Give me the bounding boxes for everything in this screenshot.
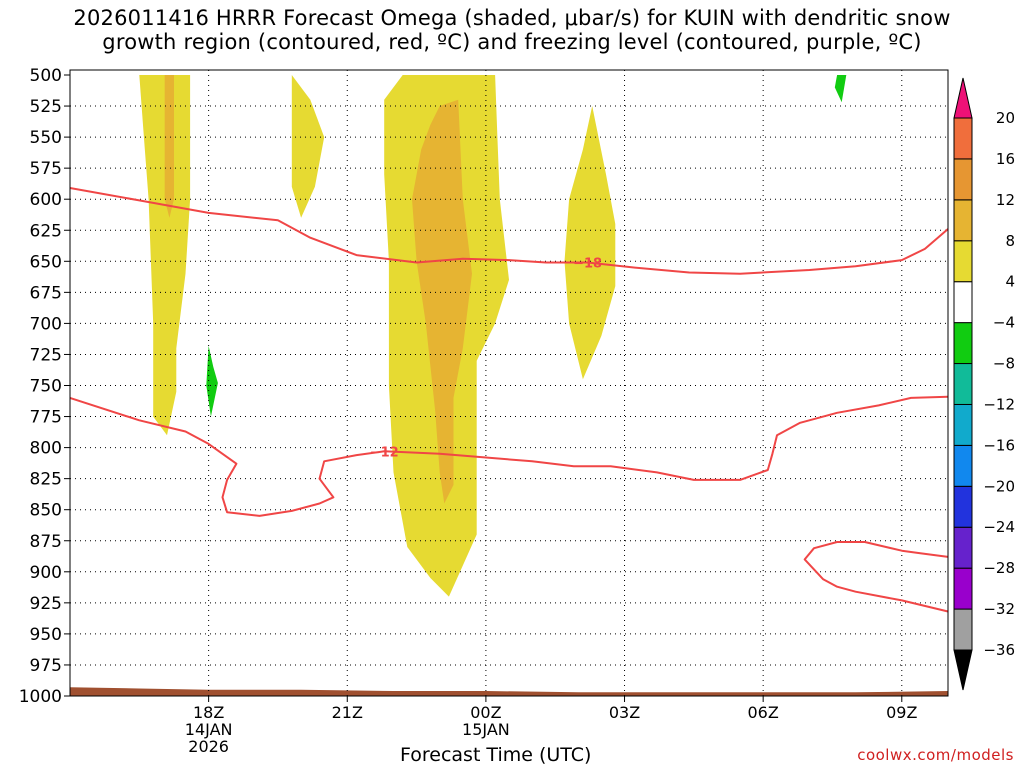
contour-line-0: [69, 187, 949, 275]
gridlines: [70, 70, 948, 696]
y-tick-label-800: 800: [30, 439, 62, 459]
colorbar-label-13: 20: [996, 109, 1015, 127]
y-tick-label-975: 975: [30, 656, 62, 676]
colorbar-box-3: [953, 485, 973, 528]
colorbar-label-7: −8: [993, 355, 1015, 373]
colorbar-box-11: [953, 158, 973, 201]
y-tick-label-850: 850: [30, 501, 62, 521]
omega-region-0: [139, 75, 191, 436]
colorbar-box-4: [953, 444, 973, 487]
colorbar-box-12: [953, 117, 973, 160]
ground-layer: [70, 687, 948, 696]
colorbar-box-1: [953, 567, 973, 610]
contour-label-0: −18: [573, 257, 602, 272]
colorbar-box-6: [953, 363, 973, 405]
plot-frame: [69, 69, 949, 697]
omega-region-7: [834, 75, 847, 103]
y-tick-label-625: 625: [30, 221, 62, 241]
colorbar-label-2: −28: [983, 559, 1015, 577]
colorbar-label-8: −4: [993, 314, 1015, 332]
y-tick-label-750: 750: [30, 377, 62, 397]
colorbar-label-6: −12: [983, 395, 1015, 413]
y-tick-label-775: 775: [30, 408, 62, 428]
omega-region-1: [164, 75, 174, 218]
x-tick-label-21-0: 21Z: [332, 703, 363, 722]
colorbar-label-11: 12: [996, 191, 1015, 209]
colorbar-label-3: −24: [983, 518, 1015, 536]
colorbar-label-9: 4: [1005, 273, 1015, 291]
x-tick-label-18-0: 18Z: [193, 703, 224, 722]
colorbar-label-1: −32: [983, 600, 1015, 618]
colorbar-box-2: [953, 526, 973, 569]
chart-title-line-2: growth region (contoured, red, ºC) and f…: [102, 30, 922, 54]
y-tick-label-525: 525: [30, 97, 62, 117]
contour-line-1: [69, 395, 949, 517]
y-tick-label-675: 675: [30, 283, 62, 303]
x-tick-label-27-0: 03Z: [609, 703, 640, 722]
ground-surface: [70, 687, 948, 696]
x-tick-label-30-0: 06Z: [747, 703, 778, 722]
contour-label-1: −12: [370, 445, 399, 460]
x-tick-label-24-0: 00Z: [470, 703, 501, 722]
omega-region-4: [412, 99, 472, 504]
x-tick-label-18-1: 14JAN: [185, 720, 233, 739]
colorbar-label-4: −20: [983, 477, 1015, 495]
y-tick-label-600: 600: [30, 190, 62, 210]
y-tick-label-900: 900: [30, 563, 62, 583]
y-tick-label-500: 500: [30, 66, 62, 86]
site-credit: coolwx.com/models: [857, 746, 1014, 764]
colorbar-label-5: −16: [983, 436, 1015, 454]
y-tick-label-925: 925: [30, 594, 62, 614]
colorbar-label-0: −36: [983, 641, 1015, 659]
y-tick-label-650: 650: [30, 252, 62, 272]
y-tick-label-700: 700: [30, 314, 62, 334]
y-tick-label-1000: 1000: [19, 687, 62, 707]
omega-region-5: [564, 106, 616, 380]
colorbar-box-10: [953, 199, 973, 242]
colorbar-box-9: [953, 240, 973, 283]
y-tick-label-875: 875: [30, 532, 62, 552]
colorbar-label-12: 16: [996, 150, 1015, 168]
y-tick-label-575: 575: [30, 159, 62, 179]
y-tick-label-825: 825: [30, 470, 62, 490]
omega-region-2: [291, 75, 325, 218]
colorbar-box-0: [953, 608, 973, 651]
colorbar-above-arrow: [953, 77, 973, 119]
colorbar-box-8: [953, 281, 973, 324]
colorbar-box-7: [953, 322, 973, 365]
contour-line-2: [803, 541, 949, 613]
colorbar-label-10: 8: [1005, 232, 1015, 250]
colorbar-box-5: [953, 403, 973, 446]
chart-title: 2026011416 HRRR Forecast Omega (shaded, …: [0, 6, 1024, 54]
contour-lines: −18 −12: [69, 187, 949, 613]
shaded-regions: [139, 75, 847, 597]
colorbar: −36 −32 −28 −24 −20 −16 −12 −8 −4 4 8 12 16 20: [953, 77, 1015, 691]
chart-title-line-1: 2026011416 HRRR Forecast Omega (shaded, …: [73, 6, 951, 30]
y-axis: 500 525 550 575 600 625 650 675 700 725 750 775 800 8…: [19, 66, 70, 707]
x-tick-label-18-2: 2026: [188, 737, 229, 756]
y-tick-label-725: 725: [30, 345, 62, 365]
y-tick-label-550: 550: [30, 128, 62, 148]
x-tick-label-33-0: 09Z: [886, 703, 917, 722]
x-axis-title: Forecast Time (UTC): [400, 744, 592, 766]
y-tick-label-950: 950: [30, 625, 62, 645]
x-tick-label-24-1: 15JAN: [462, 720, 510, 739]
omega-region-6: [206, 345, 218, 417]
colorbar-below-arrow: [953, 649, 973, 691]
